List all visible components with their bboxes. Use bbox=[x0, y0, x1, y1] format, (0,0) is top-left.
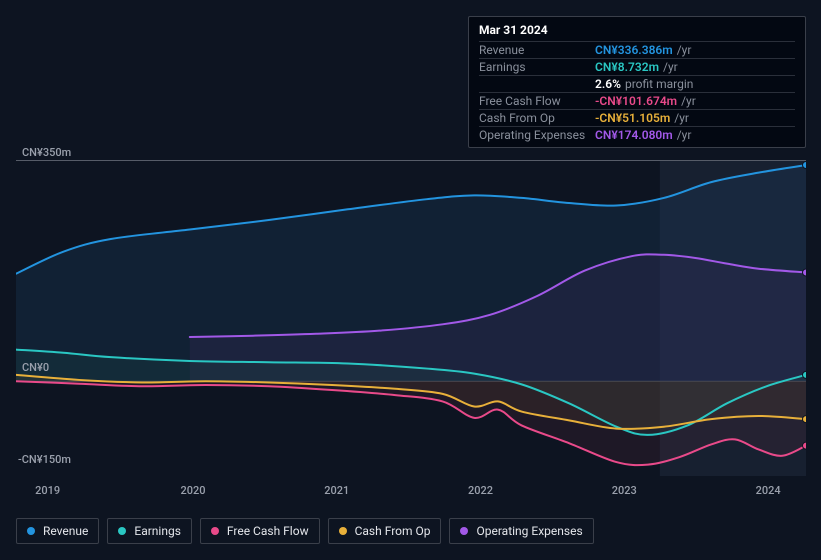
legend-label: Revenue bbox=[43, 524, 88, 538]
tooltip-metric-label: Operating Expenses bbox=[479, 128, 595, 142]
tooltip-row: EarningsCN¥8.732m/yr bbox=[479, 58, 795, 75]
financials-chart[interactable]: CN¥350m CN¥0 -CN¥150m bbox=[16, 160, 806, 500]
legend-swatch bbox=[118, 527, 126, 535]
legend-item[interactable]: Operating Expenses bbox=[449, 518, 593, 544]
legend-item[interactable]: Earnings bbox=[107, 518, 192, 544]
tooltip-metric-value: CN¥174.080m bbox=[595, 128, 673, 142]
legend-label: Earnings bbox=[134, 524, 181, 538]
tooltip-metric-unit: /yr bbox=[677, 128, 692, 142]
x-axis-label: 2019 bbox=[35, 484, 60, 497]
legend-item[interactable]: Revenue bbox=[16, 518, 99, 544]
tooltip-metric-value: -CN¥51.105m bbox=[595, 111, 670, 125]
legend-label: Free Cash Flow bbox=[227, 524, 309, 538]
x-axis-label: 2021 bbox=[324, 484, 349, 497]
tooltip-date: Mar 31 2024 bbox=[479, 23, 795, 37]
tooltip-row: 2.6%profit margin bbox=[479, 75, 795, 92]
x-axis-label: 2022 bbox=[468, 484, 493, 497]
legend-label: Operating Expenses bbox=[476, 524, 582, 538]
tooltip-metric-value: CN¥336.386m bbox=[595, 43, 673, 57]
chart-svg bbox=[16, 160, 806, 476]
legend-swatch bbox=[27, 527, 35, 535]
tooltip-row: Free Cash Flow-CN¥101.674m/yr bbox=[479, 92, 795, 109]
chart-legend: Revenue Earnings Free Cash Flow Cash From O… bbox=[16, 518, 594, 544]
tooltip-metric-label: Free Cash Flow bbox=[479, 94, 595, 108]
tooltip-metric-label: Earnings bbox=[479, 60, 595, 74]
tooltip-metric-unit: /yr bbox=[674, 111, 689, 125]
x-axis-label: 2020 bbox=[180, 484, 205, 497]
tooltip-metric-unit: /yr bbox=[681, 94, 696, 108]
legend-swatch bbox=[211, 527, 219, 535]
tooltip-metric-unit: /yr bbox=[677, 43, 692, 57]
legend-swatch bbox=[339, 527, 347, 535]
tooltip-row: Cash From Op-CN¥51.105m/yr bbox=[479, 109, 795, 126]
tooltip-metric-value: -CN¥101.674m bbox=[595, 94, 677, 108]
x-axis-label: 2023 bbox=[612, 484, 637, 497]
tooltip-row: RevenueCN¥336.386m/yr bbox=[479, 41, 795, 58]
legend-label: Cash From Op bbox=[355, 524, 431, 538]
tooltip-row: Operating ExpensesCN¥174.080m/yr bbox=[479, 126, 795, 143]
x-axis-label: 2024 bbox=[756, 484, 781, 497]
legend-item[interactable]: Free Cash Flow bbox=[200, 518, 320, 544]
legend-swatch bbox=[460, 527, 468, 535]
tooltip-metric-label: Revenue bbox=[479, 43, 595, 57]
y-axis-label: CN¥350m bbox=[22, 146, 71, 159]
tooltip-metric-label: Cash From Op bbox=[479, 111, 595, 125]
legend-item[interactable]: Cash From Op bbox=[328, 518, 442, 544]
y-axis-label: CN¥0 bbox=[22, 361, 49, 374]
x-axis: 2019 2020 2021 2022 2023 2024 bbox=[16, 484, 806, 500]
tooltip-metric-unit: /yr bbox=[663, 60, 678, 74]
y-axis-label: -CN¥150m bbox=[18, 453, 71, 466]
tooltip-metric-value: CN¥8.732m bbox=[595, 60, 659, 74]
chart-tooltip: Mar 31 2024 RevenueCN¥336.386m/yrEarning… bbox=[468, 16, 806, 148]
